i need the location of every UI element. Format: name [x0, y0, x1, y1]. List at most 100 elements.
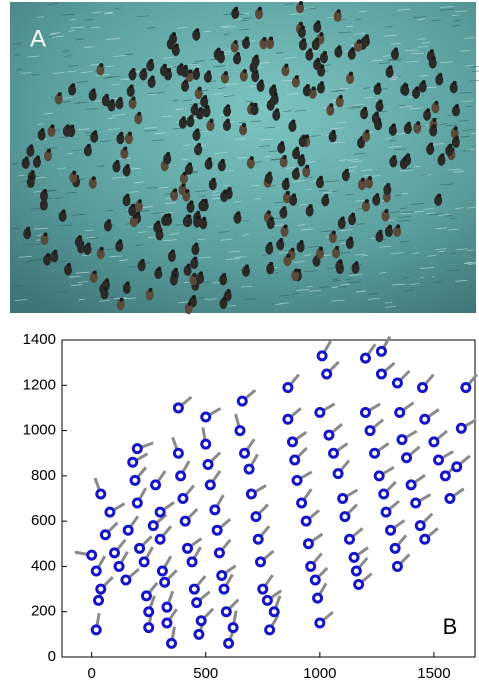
duck-head — [415, 86, 419, 90]
duck-head — [295, 167, 299, 171]
duck-head — [151, 75, 155, 79]
point — [270, 608, 278, 616]
duck-head — [337, 45, 341, 49]
duck-head — [254, 103, 258, 107]
point — [197, 617, 205, 625]
duck-head — [258, 7, 262, 11]
duck-head — [378, 99, 382, 103]
duck-head — [332, 130, 336, 134]
duck-head — [92, 88, 96, 92]
point — [307, 562, 315, 570]
y-tick-label: 1000 — [23, 422, 56, 439]
duck-head — [36, 155, 40, 159]
point — [293, 476, 301, 484]
duck-head — [284, 224, 288, 228]
point — [416, 522, 424, 530]
point — [419, 384, 427, 392]
duck-head — [388, 225, 392, 229]
duck-head — [174, 268, 178, 272]
point — [361, 408, 369, 416]
duck-head — [302, 38, 306, 42]
duck-head — [434, 101, 438, 105]
duck-head — [166, 152, 170, 156]
duck-head — [173, 273, 177, 277]
duck-head — [199, 271, 203, 275]
point — [183, 544, 191, 552]
point — [393, 562, 401, 570]
duck-head — [187, 264, 191, 268]
duck-head — [206, 105, 210, 109]
duck-head — [368, 176, 372, 180]
point — [257, 558, 265, 566]
duck-head — [316, 58, 320, 62]
duck-head — [377, 82, 381, 86]
duck-head — [243, 69, 247, 73]
duck-head — [361, 178, 365, 182]
point — [263, 596, 271, 604]
duck-head — [335, 246, 339, 250]
point — [453, 463, 461, 471]
point — [202, 413, 210, 421]
point — [229, 624, 237, 632]
point — [380, 490, 388, 498]
y-tick-label: 1400 — [23, 331, 56, 348]
duck-head — [46, 253, 50, 257]
duck-head — [245, 264, 249, 268]
point — [140, 558, 148, 566]
duck-head — [332, 231, 336, 235]
duck-head — [207, 70, 211, 74]
duck-head — [351, 213, 355, 217]
page: A 0200400600800100012001400050010001500 … — [0, 0, 479, 683]
duck-head — [93, 130, 97, 134]
duck-head — [403, 157, 407, 161]
duck-head — [184, 65, 188, 69]
point — [241, 449, 249, 457]
duck-head — [87, 243, 91, 247]
point — [252, 513, 260, 521]
duck-head — [309, 204, 313, 208]
point — [238, 397, 246, 405]
point — [206, 481, 214, 489]
duck-head — [291, 248, 295, 252]
y-tick-label: 600 — [31, 512, 56, 529]
point — [193, 599, 201, 607]
duck-head — [29, 144, 33, 148]
point — [213, 526, 221, 534]
duck-head — [132, 97, 136, 101]
point — [115, 562, 123, 570]
y-tick-label: 0 — [48, 648, 56, 665]
duck-head — [228, 187, 232, 191]
point — [441, 472, 449, 480]
duck-head — [295, 147, 299, 151]
duck-head — [164, 214, 168, 218]
y-tick-label: 800 — [31, 467, 56, 484]
duck-head — [426, 108, 430, 112]
duck-head — [351, 47, 355, 51]
point — [225, 639, 233, 647]
duck-head — [131, 204, 135, 208]
duck-head — [339, 95, 343, 99]
duck-head — [192, 295, 196, 299]
duck-head — [299, 1, 303, 5]
duck-head — [192, 273, 196, 277]
duck-head — [245, 36, 249, 40]
duck-head — [100, 247, 104, 251]
point — [398, 436, 406, 444]
duck-head — [93, 271, 97, 275]
point — [156, 535, 164, 543]
duck-head — [242, 123, 246, 127]
duck-head — [349, 72, 353, 76]
duck-head — [203, 95, 207, 99]
duck-head — [319, 32, 323, 36]
point — [355, 581, 363, 589]
point — [142, 592, 150, 600]
duck-head — [292, 193, 296, 197]
duck-head — [47, 149, 51, 153]
duck-head — [432, 56, 436, 60]
duck-head — [187, 215, 191, 219]
duck-head — [107, 219, 111, 223]
point — [168, 639, 176, 647]
duck-head — [375, 112, 379, 116]
duck-head — [50, 124, 54, 128]
duck-head — [305, 135, 309, 139]
